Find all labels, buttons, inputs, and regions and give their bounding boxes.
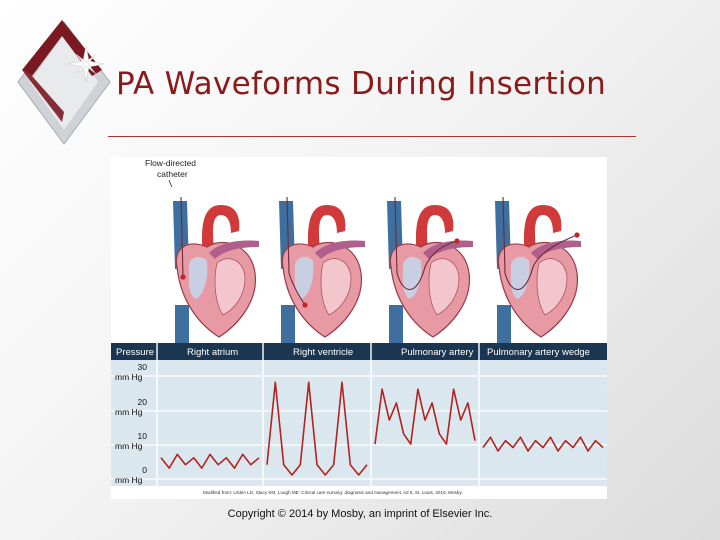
catheter-tip xyxy=(302,302,308,308)
waveform-pulmonary-artery xyxy=(374,388,476,445)
chart-background xyxy=(157,360,607,486)
catheter xyxy=(502,196,578,290)
heart-panel-3 xyxy=(481,187,585,343)
phase-header-0: Right atrium xyxy=(187,347,238,358)
logo-diamond xyxy=(17,20,111,145)
catheter-tip xyxy=(574,232,580,238)
inferior-vena-cava xyxy=(389,305,403,343)
slide-title: PA Waveforms During Insertion xyxy=(116,66,607,102)
heart-illustrations xyxy=(159,187,585,343)
right-chamber xyxy=(188,256,208,299)
inferior-vena-cava xyxy=(281,305,295,343)
heart-panel-0 xyxy=(159,187,263,343)
left-chamber xyxy=(214,258,246,316)
heart-panel-1 xyxy=(265,187,369,343)
waveform-right-atrium xyxy=(160,453,260,469)
catheter-tip xyxy=(180,274,186,280)
pulmonary-artery xyxy=(209,240,259,259)
waveform-illustration: Flow-directed catheter Pressure Right at… xyxy=(111,158,607,495)
y-tick-unit-0: mm Hg xyxy=(115,372,143,382)
source-note: Modified from: Urden LD, Stacy KM, Lough… xyxy=(203,490,463,495)
inferior-vena-cava xyxy=(497,305,511,343)
catheter-label-line1: Flow-directed xyxy=(145,158,196,168)
waveform-pulmonary-artery-wedge xyxy=(482,436,604,452)
phase-separators xyxy=(156,343,480,486)
left-chamber xyxy=(320,258,352,316)
heart-panel-2 xyxy=(373,187,477,343)
phase-header-1: Right ventricle xyxy=(293,347,353,358)
y-tick-unit-2: mm Hg xyxy=(115,441,143,451)
catheter-label-line2: catheter xyxy=(157,169,188,179)
left-chamber xyxy=(428,258,460,316)
right-chamber xyxy=(294,256,314,299)
right-chamber xyxy=(402,256,422,299)
pulmonary-artery xyxy=(531,240,581,259)
copyright-text: Copyright © 2014 by Mosby, an imprint of… xyxy=(227,508,493,520)
y-tick-value-3: 0 xyxy=(142,465,147,475)
sparkle-icon xyxy=(67,45,105,83)
phase-header-3: Pulmonary artery wedge xyxy=(487,347,590,358)
catheter-tip xyxy=(454,238,460,244)
header-pressure: Pressure xyxy=(116,347,154,358)
pa-waveform-figure: Flow-directed catheter Pressure Right at… xyxy=(111,157,607,499)
pulmonary-artery xyxy=(423,240,473,259)
right-chamber xyxy=(510,256,530,299)
catheter xyxy=(180,196,184,278)
phase-headers: Right atrium Right ventricle Pulmonary art… xyxy=(187,347,590,358)
waveform-right-ventricle xyxy=(266,381,368,476)
y-tick-value-2: 10 xyxy=(138,431,148,441)
waveform-series xyxy=(160,381,604,476)
y-tick-value-1: 20 xyxy=(138,397,148,407)
title-divider xyxy=(108,136,636,137)
catheter xyxy=(394,196,458,290)
y-tick-unit-3: mm Hg xyxy=(115,475,143,485)
header-bar xyxy=(111,343,607,360)
inferior-vena-cava xyxy=(175,305,189,343)
pulmonary-artery xyxy=(315,240,365,259)
y-tick-value-0: 30 xyxy=(138,362,148,372)
axis-panel xyxy=(111,360,157,486)
phase-header-2: Pulmonary artery xyxy=(401,347,474,358)
left-chamber xyxy=(536,258,568,316)
y-tick-unit-1: mm Hg xyxy=(115,407,143,417)
